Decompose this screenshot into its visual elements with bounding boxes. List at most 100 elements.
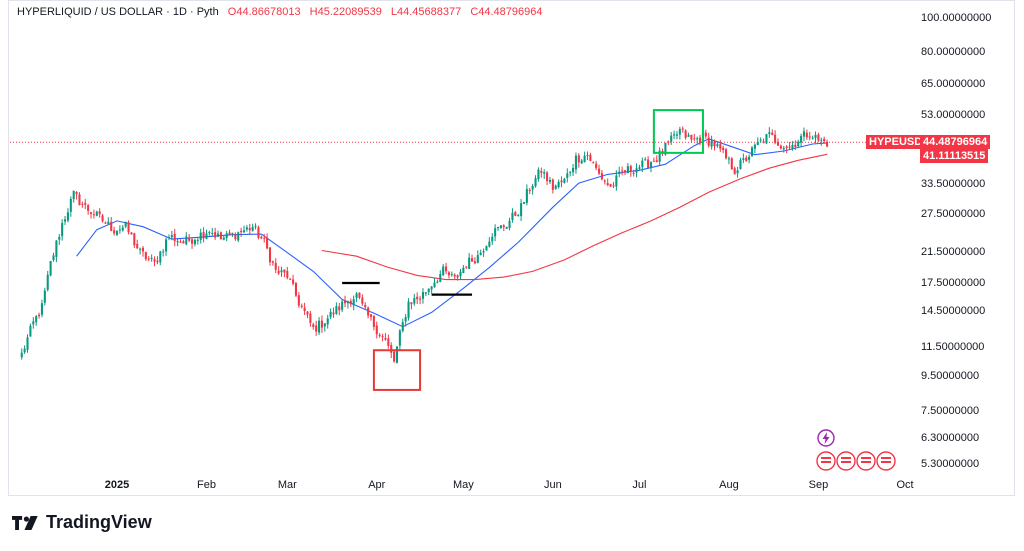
candle-body — [638, 167, 641, 169]
candle-body — [358, 292, 361, 298]
candle-body — [548, 179, 552, 182]
y-tick-label: 7.50000000 — [921, 405, 980, 418]
price-chart[interactable] — [0, 0, 1024, 500]
candle-body — [520, 203, 523, 217]
lightning-icon[interactable] — [817, 429, 835, 447]
candle-body — [211, 232, 214, 234]
candle-body — [124, 221, 127, 227]
candle-body — [419, 298, 422, 300]
candle-body — [346, 301, 349, 304]
candle-body — [430, 286, 433, 290]
candle-body — [496, 226, 500, 229]
candle-body — [704, 132, 707, 137]
candle-body — [202, 232, 205, 239]
candle-body — [144, 252, 147, 260]
candle-body — [228, 232, 231, 235]
candle-body — [814, 134, 817, 138]
candle-body — [794, 144, 797, 148]
candle-body — [505, 226, 508, 229]
candle-body — [589, 154, 592, 162]
candle-body — [294, 283, 297, 296]
y-tick-label: 100.00000000 — [921, 12, 992, 25]
candle-body — [574, 155, 577, 170]
candle-body — [52, 255, 55, 261]
candle-body — [312, 324, 315, 327]
candle-body — [127, 222, 130, 233]
candle-body — [289, 278, 292, 280]
tradingview-logo: TradingView — [12, 512, 152, 533]
candle-body — [72, 190, 75, 200]
candle-body — [242, 230, 246, 233]
candle-body — [644, 159, 647, 161]
candle-body — [456, 275, 459, 278]
candle-body — [64, 219, 67, 222]
candle-body — [673, 134, 676, 136]
candle-body — [563, 178, 566, 183]
candle-body — [612, 185, 615, 187]
candle-body — [341, 301, 344, 310]
candle-body — [257, 227, 260, 238]
candle-body — [367, 307, 370, 316]
candle-body — [410, 302, 413, 305]
candle-body — [782, 147, 785, 150]
candle-body — [167, 237, 170, 239]
candle-body — [597, 168, 601, 174]
candle-body — [150, 257, 153, 259]
candle-body — [626, 166, 629, 174]
candle-body — [231, 232, 234, 234]
candle-body — [214, 232, 217, 238]
candle-body — [141, 247, 145, 252]
candle-body — [49, 261, 52, 276]
candle-body — [621, 170, 624, 172]
candle-body — [776, 141, 780, 146]
candle-body — [748, 156, 751, 160]
candle-body — [445, 266, 448, 272]
economic-events-icon[interactable] — [815, 450, 905, 472]
candle-body — [485, 246, 488, 251]
ohlc-low: L44.45688377 — [390, 6, 462, 18]
candle-body — [719, 144, 722, 149]
candle-body — [560, 180, 563, 183]
candle-body — [745, 157, 748, 161]
y-tick-label: 53.00000000 — [921, 108, 986, 121]
candle-body — [191, 239, 194, 244]
candle-body — [355, 293, 358, 298]
candle-body — [664, 142, 667, 155]
y-tick-label: 9.50000000 — [921, 369, 980, 382]
candle-body — [802, 131, 806, 137]
candle-body — [756, 141, 759, 146]
candle-body — [693, 138, 696, 140]
candle-body — [742, 158, 745, 160]
candle-body — [300, 305, 303, 307]
x-tick-label: Jul — [632, 479, 647, 491]
candle-body — [670, 135, 673, 142]
candle-body — [753, 144, 756, 149]
candle-body — [791, 144, 794, 149]
candle-body — [442, 266, 445, 275]
candle-body — [817, 134, 820, 141]
candle-body — [540, 171, 543, 173]
candle-body — [517, 214, 520, 216]
candle-body — [283, 269, 286, 273]
candle-body — [433, 282, 436, 288]
candle-body — [768, 132, 771, 134]
candle-body — [254, 225, 257, 227]
candle-body — [326, 318, 329, 325]
x-tick-label: Oct — [896, 479, 914, 491]
candle-body — [329, 311, 332, 318]
y-tick-label: 5.30000000 — [921, 458, 980, 471]
candle-body — [286, 270, 289, 278]
candle-body — [69, 198, 72, 212]
candle-body — [652, 160, 655, 162]
candle-body — [779, 145, 782, 149]
candle-body — [361, 297, 364, 304]
candle-body — [381, 336, 384, 338]
candle-body — [600, 173, 603, 180]
candle-body — [338, 306, 341, 311]
candle-body — [525, 189, 528, 203]
candle-body — [292, 279, 295, 284]
candle-body — [554, 185, 557, 189]
candle-body — [690, 134, 693, 140]
candle-body — [219, 232, 222, 240]
candle-body — [216, 233, 220, 237]
